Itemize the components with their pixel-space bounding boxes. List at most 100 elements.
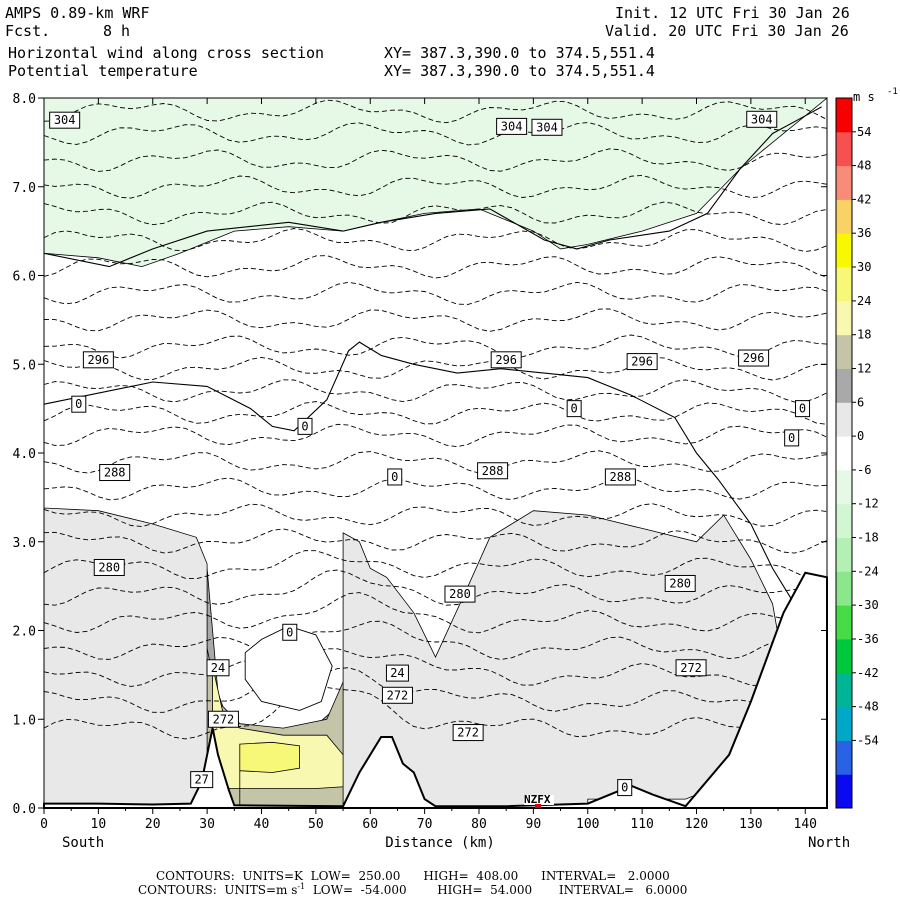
colorbar-swatch-20 [836,98,852,133]
theta-label-16: 272 [452,724,484,742]
y-axis: 0.0 1.0 2.0 3.0 4.0 5.0 6.0 7.0 8.0 [13,92,827,817]
colorbar-label-16: -42 [857,666,879,680]
theta-contour-17 [43,281,828,305]
svg-text:272: 272 [457,726,479,740]
valid-time: Valid. 20 UTC Fri 30 Jan 26 [605,22,849,40]
y-tick-label-4: 4.0 [13,447,36,462]
colorbar-label-11: -12 [857,497,879,511]
theta-contour-5 [43,569,828,606]
svg-text:304: 304 [501,119,523,133]
svg-text:24: 24 [211,661,225,675]
colorbar-swatch-13 [836,334,852,369]
wind-band-6 [43,507,208,809]
x-axis: 0 10 20 30 40 50 60 70 80 90 100 110 120 130 140 [40,98,817,832]
colorbar-label-3: 36 [857,226,871,240]
svg-text:280: 280 [669,576,691,590]
colorbar-swatch-11 [836,402,852,437]
theta-label-3: 304 [746,110,778,128]
theta-label-2: 304 [531,118,563,136]
colorbar-label-1: 48 [857,159,871,173]
theta-contour-0 [43,685,828,740]
theta-label-4: 296 [82,351,114,369]
svg-text:304: 304 [536,120,558,134]
theta-label-12: 280 [444,585,476,603]
theta-label-7: 296 [738,349,770,367]
x-tick-label-7: 70 [417,817,433,832]
colorbar-label-2: 42 [857,192,871,206]
wind-label-3: 0 [566,400,582,418]
svg-text:0: 0 [75,397,82,411]
colorbar-swatch-10 [836,436,852,471]
x-tick-label-0: 0 [40,817,48,832]
colorbar-swatch-18 [836,165,852,200]
svg-text:304: 304 [54,113,76,127]
station-marker: NZFX [524,793,554,808]
x-tick-label-10: 100 [576,817,599,832]
svg-text:0: 0 [286,625,293,639]
wind-label-1: 0 [297,417,313,435]
colorbar-swatch-3 [836,672,852,708]
theta-label-9: 288 [477,462,509,480]
colorbar-label-17: -48 [857,700,879,714]
theta-labels: 304 304 304 304 296 296 296 296 288 288 288 280 280 2… [49,110,778,789]
colorbar-label-4: 30 [857,260,871,274]
wind-label-2: 0 [387,468,403,486]
theta-contours [43,99,828,740]
wind-label-5: 0 [784,429,800,447]
svg-text:272: 272 [213,712,235,726]
colorbar-swatch-12 [836,368,852,403]
theta-contour-3 [43,620,828,660]
y-tick-label-6: 6.0 [13,270,36,285]
svg-text:296: 296 [495,353,517,367]
wind-label-0: 0 [71,395,87,413]
wind-label-7: 0 [617,779,633,797]
svg-text:296: 296 [88,353,110,367]
x-axis-end-south: South [62,835,104,851]
svg-text:24: 24 [390,666,404,680]
svg-text:0: 0 [799,402,806,416]
footer-wind: CONTOURS: UNITS=m s-1 LOW= -54.000 HIGH=… [138,882,688,897]
svg-text:288: 288 [104,466,126,480]
wind-label-8: 24 [206,659,230,677]
colorbar-swatch-19 [836,131,852,167]
colorbar-label-12: -18 [857,531,879,545]
theta-label-18: 27 [190,771,214,789]
svg-text:288: 288 [610,470,632,484]
colorbar-swatch-17 [836,199,852,234]
forecast-value: 8 h [103,22,131,40]
svg-text:304: 304 [751,112,773,126]
theta-contour-4 [43,592,828,634]
svg-text:272: 272 [387,688,409,702]
x-axis-end-north: North [808,835,850,851]
colorbar-swatch-15 [836,267,852,302]
x-tick-label-1: 10 [91,817,107,832]
y-tick-label-7: 7.0 [13,181,36,196]
colorbar-label-6: 18 [857,328,871,342]
colorbar-swatch-16 [836,233,852,268]
x-tick-label-6: 60 [362,817,378,832]
colorbar-label-9: 0 [857,429,864,443]
theta-contour-1 [43,667,828,714]
theta-label-0: 304 [49,111,81,129]
colorbar-label-10: -6 [857,463,871,477]
colorbar-label-0: 54 [857,125,871,139]
svg-text:272: 272 [680,661,702,675]
colorbar-swatch-8 [836,503,852,538]
y-tick-label-5: 5.0 [13,358,36,373]
zero-wind-contour-0 [43,341,795,605]
theta-contour-8 [43,503,828,527]
svg-text:0: 0 [391,470,398,484]
colorbar-swatch-9 [836,469,852,505]
forecast-label: Fcst. [5,22,51,40]
x-axis-title: Distance (km) [385,835,495,851]
svg-text:0: 0 [788,431,795,445]
theta-contour-9 [43,476,828,501]
model-title: AMPS 0.89-km WRF [5,4,150,22]
y-tick-label-0: 0.0 [13,802,36,817]
x-tick-label-14: 140 [794,817,817,832]
theta-contour-12 [43,401,828,425]
svg-text:0: 0 [621,781,628,795]
theta-label-5: 296 [490,351,522,369]
x-tick-label-8: 80 [471,817,487,832]
colorbar-swatch-1 [836,740,852,775]
